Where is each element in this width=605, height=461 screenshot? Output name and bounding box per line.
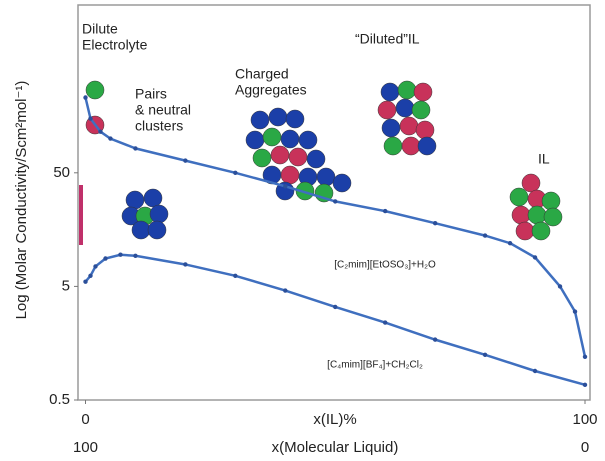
ion — [531, 221, 551, 241]
data-point — [83, 279, 88, 284]
ion — [399, 116, 419, 136]
data-point — [582, 354, 588, 360]
data-point — [233, 170, 238, 176]
annotation: clusters — [135, 118, 183, 134]
ion — [413, 82, 433, 102]
ion — [417, 136, 437, 156]
ion — [521, 173, 541, 193]
annotation: Aggregates — [235, 82, 307, 98]
annotation: IL — [538, 151, 550, 167]
data-point — [333, 199, 338, 204]
x2-axis-label: x(Molecular Liquid) — [272, 439, 399, 456]
ion — [306, 149, 326, 169]
ion — [131, 220, 151, 240]
series-label: [C₂mim][EtOSO₃]+H₂O — [334, 260, 436, 271]
ion — [280, 129, 300, 149]
ion — [280, 165, 300, 185]
plot-frame — [77, 4, 591, 401]
data-point — [83, 95, 88, 100]
data-point — [572, 309, 578, 314]
annotation: Charged — [235, 66, 289, 82]
ion — [401, 136, 421, 156]
data-point — [283, 184, 288, 189]
ion — [381, 118, 401, 138]
ion — [395, 98, 415, 118]
x-tick-label: 100 — [572, 411, 597, 428]
ion — [527, 205, 547, 225]
data-point — [432, 337, 438, 342]
ion — [543, 207, 563, 227]
data-point — [183, 158, 188, 163]
data-point — [283, 288, 288, 293]
data-point — [88, 273, 93, 278]
annotation: & neutral — [135, 102, 191, 118]
y-tick-label: 5 — [62, 277, 70, 294]
ion — [252, 148, 272, 168]
y-axis-label: Log (Molar Conductivity/Scm²mol⁻¹) — [13, 81, 30, 320]
ion — [316, 167, 336, 187]
annotation: Dilute — [82, 21, 118, 37]
data-point — [532, 368, 538, 374]
ion — [377, 100, 397, 120]
data-point — [233, 273, 238, 278]
annotation: Pairs — [135, 86, 167, 102]
data-point — [98, 129, 103, 134]
data-point — [133, 253, 138, 258]
ion — [125, 190, 145, 210]
ion — [250, 110, 270, 130]
ion — [383, 136, 403, 156]
data-point — [482, 352, 488, 357]
ion — [415, 120, 435, 140]
marker-bar — [79, 185, 83, 245]
data-point — [118, 252, 123, 257]
annotation: “Diluted”IL — [355, 31, 420, 47]
ion — [511, 205, 531, 225]
ion — [288, 147, 308, 167]
data-point — [88, 116, 93, 121]
data-point — [93, 264, 98, 269]
ion — [380, 82, 400, 102]
ion — [270, 145, 290, 165]
x2-tick-label: 100 — [73, 439, 98, 456]
x-axis-label: x(IL)% — [313, 411, 356, 428]
data-point — [108, 136, 113, 141]
series-label: [C₄mim][BF₄]+CH₂Cl₂ — [327, 360, 423, 371]
y-tick-label: 0.5 — [49, 391, 70, 408]
data-point — [532, 255, 538, 260]
ion — [147, 220, 167, 240]
ion — [397, 80, 417, 100]
ion — [509, 187, 529, 207]
data-point — [183, 262, 188, 267]
data-point — [482, 233, 488, 238]
ion — [262, 127, 282, 147]
ion — [285, 109, 305, 129]
data-point — [557, 284, 563, 289]
ion — [245, 130, 265, 150]
data-point — [507, 241, 513, 246]
data-point — [383, 320, 388, 325]
ion — [411, 100, 431, 120]
ion — [268, 107, 288, 127]
cluster-icons — [85, 80, 563, 241]
annotation: Electrolyte — [82, 37, 148, 53]
data-point — [103, 256, 108, 261]
ion — [298, 130, 318, 150]
x-tick-label: 0 — [81, 411, 89, 428]
ion — [332, 173, 352, 193]
ion — [143, 188, 163, 208]
data-point — [383, 208, 388, 214]
data-point — [333, 304, 338, 310]
y-tick-label: 50 — [53, 164, 70, 181]
data-point — [432, 221, 438, 226]
data-point — [133, 146, 138, 151]
ion — [515, 221, 535, 241]
x2-tick-label: 0 — [581, 439, 589, 456]
data-point — [582, 382, 588, 388]
ion — [85, 80, 105, 100]
ion — [149, 204, 169, 224]
ion — [541, 191, 561, 211]
